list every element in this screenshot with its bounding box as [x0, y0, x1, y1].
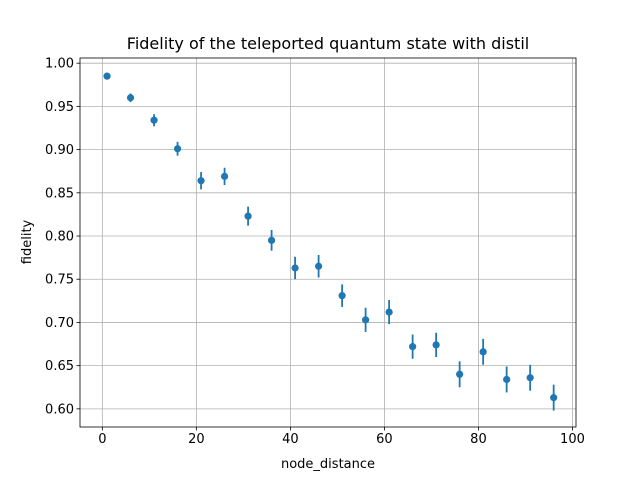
y-tick-label: 0.75	[45, 273, 74, 288]
data-point	[314, 262, 323, 270]
y-tick-label: 0.85	[45, 186, 74, 201]
x-tick-label: 40	[282, 432, 299, 447]
y-axis-label: fidelity	[20, 219, 35, 264]
x-tick-label: 60	[376, 432, 393, 447]
y-tick-label: 0.95	[45, 100, 74, 115]
data-point	[244, 212, 252, 220]
grid	[80, 58, 576, 427]
x-tick-label: 0	[98, 432, 106, 447]
chart-title: Fidelity of the teleported quantum state…	[127, 34, 529, 53]
y-tick-label: 0.80	[45, 230, 74, 245]
data-point	[291, 264, 299, 272]
data-point	[432, 341, 440, 349]
data-point	[362, 316, 370, 324]
x-axis-ticks: 0 20 40 60 80 100	[98, 427, 585, 447]
y-tick-label: 0.60	[45, 402, 74, 417]
x-tick-label: 80	[470, 432, 487, 447]
data-point	[479, 348, 487, 356]
y-tick-label: 0.65	[45, 359, 74, 374]
data-point	[338, 292, 346, 300]
x-tick-label: 20	[188, 432, 205, 447]
y-tick-label: 0.90	[45, 143, 74, 158]
data-point	[150, 116, 158, 124]
data-point	[267, 236, 276, 244]
data-point	[526, 374, 534, 382]
y-axis-ticks: 0.60 0.65 0.70 0.75 0.80 0.85 0.90 0.95 1.00	[45, 57, 80, 417]
y-tick-label: 0.70	[45, 316, 74, 331]
x-axis-label: node_distance	[281, 457, 375, 472]
data-point	[456, 370, 464, 378]
data-point	[550, 394, 558, 402]
data-point	[503, 375, 511, 384]
y-tick-label: 1.00	[45, 57, 74, 72]
data-point	[173, 145, 182, 153]
data-point	[385, 308, 393, 316]
data-point	[409, 343, 417, 351]
x-tick-label: 100	[560, 432, 585, 447]
data-point	[197, 177, 205, 185]
data-points	[103, 72, 558, 402]
data-point	[126, 94, 135, 102]
data-point	[103, 72, 111, 80]
axes-frame	[79, 57, 577, 428]
data-point	[220, 172, 229, 180]
